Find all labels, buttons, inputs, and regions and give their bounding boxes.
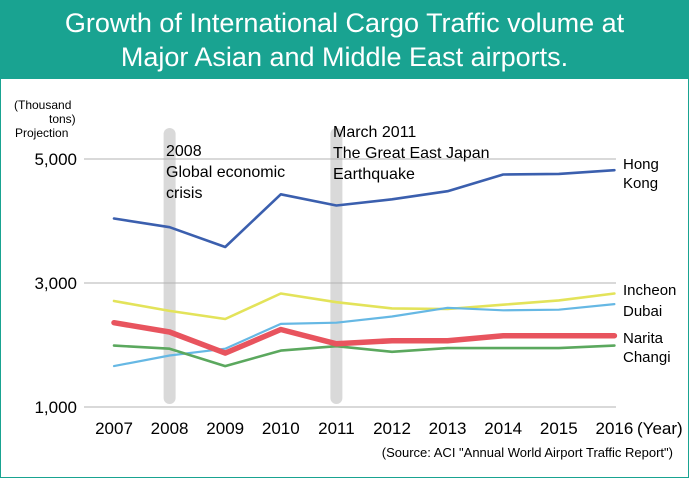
x-tick-label-2011: 2011 (318, 419, 355, 438)
source-note: (Source: ACI "Annual World Airport Traff… (382, 445, 673, 460)
series-label-incheon: Incheon (623, 282, 676, 299)
y-axis-unit-line-3: Projection (15, 126, 68, 140)
y-tick-label-0: 1,000 (34, 398, 77, 417)
y-axis-unit-line-2: tons) (49, 112, 76, 126)
series-line-incheon (114, 294, 614, 320)
annotation-2008-line-0: 2008 (166, 143, 202, 160)
x-tick-label-2008: 2008 (151, 419, 189, 438)
x-tick-label-2015: 2015 (540, 419, 578, 438)
annotation-2011-line-1: The Great East Japan (333, 145, 490, 162)
series-label-hong-kong-line-1: Kong (623, 175, 658, 192)
x-tick-label-2016: 2016 (595, 419, 633, 438)
annotation-2011-line-2: Earthquake (333, 166, 415, 183)
x-tick-label-2007: 2007 (95, 419, 133, 438)
y-tick-label-1: 3,000 (34, 274, 77, 293)
y-axis-unit-line-1: (Thousand (14, 98, 71, 112)
annotation-2008-line-1: Global economic (166, 164, 285, 181)
series-label-dubai: Dubai (623, 303, 662, 320)
series-line-changi (114, 346, 614, 367)
y-axis-ticks: 1,000 3,000 5,000 (34, 150, 77, 417)
series-label-narita: Narita (623, 330, 664, 347)
x-tick-label-2009: 2009 (206, 419, 244, 438)
chart-figure: Growth of International Cargo Traffic vo… (0, 0, 689, 478)
line-chart: 1,000 3,000 5,000 2007 2008 2009 2010 2011 2012… (1, 1, 689, 478)
x-tick-label-2014: 2014 (484, 419, 522, 438)
x-tick-label-2012: 2012 (373, 419, 411, 438)
annotation-2011-line-0: March 2011 (333, 124, 416, 141)
annotation-2008-line-2: crisis (166, 185, 202, 202)
series-label-changi: Changi (623, 349, 671, 366)
series-labels: Hong Kong Incheon Dubai Narita Changi (623, 156, 676, 366)
series-label-hong-kong-line-0: Hong (623, 156, 659, 173)
x-axis-ticks: 2007 2008 2009 2010 2011 2012 2013 2014 2015 2016 (95, 419, 633, 438)
x-tick-label-2013: 2013 (429, 419, 467, 438)
x-axis-unit: (Year) (637, 419, 683, 438)
event-annotations: 2008 Global economic crisis March 2011 The G… (166, 124, 490, 202)
x-tick-label-2010: 2010 (262, 419, 300, 438)
y-tick-label-2: 5,000 (34, 150, 77, 169)
